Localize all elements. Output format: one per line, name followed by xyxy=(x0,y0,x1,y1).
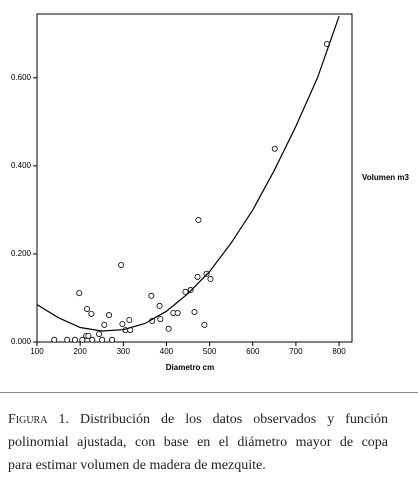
figure-label: Figura 1. xyxy=(8,412,69,427)
x-tick-label: 700 xyxy=(289,347,303,356)
data-point xyxy=(89,336,96,343)
caption: Figura 1. Distribución de los datos obse… xyxy=(8,408,388,477)
data-point xyxy=(174,309,181,316)
caption-line: Figura 1. Distribución de los datos obse… xyxy=(8,408,388,431)
data-point xyxy=(182,288,189,295)
data-point xyxy=(79,336,86,343)
data-point xyxy=(85,332,92,339)
y-axis-label: Volumen m3 xyxy=(362,173,410,182)
x-tick-label: 400 xyxy=(160,347,174,356)
data-point xyxy=(51,336,58,343)
data-point xyxy=(64,336,71,343)
x-tick-label: 200 xyxy=(73,347,87,356)
data-point xyxy=(88,310,95,317)
data-point xyxy=(119,320,126,327)
y-tick-label: 0.600 xyxy=(11,73,32,82)
y-tick-label: 0.400 xyxy=(11,161,32,170)
data-point xyxy=(194,273,201,280)
data-point xyxy=(203,270,210,277)
divider xyxy=(0,392,418,393)
plot-frame xyxy=(36,13,353,343)
data-point xyxy=(207,276,214,283)
y-tick-label: 0.200 xyxy=(11,249,32,258)
x-tick-label: 800 xyxy=(332,347,346,356)
data-point xyxy=(156,302,163,309)
data-point xyxy=(109,336,116,343)
data-point xyxy=(76,290,83,297)
data-point xyxy=(99,336,106,343)
y-tick-label: 0.000 xyxy=(11,337,32,346)
data-point xyxy=(165,325,172,332)
data-point xyxy=(126,316,133,323)
caption-text: Distribución de los datos observados y f… xyxy=(80,412,389,427)
x-tick-label: 300 xyxy=(117,347,131,356)
data-point xyxy=(71,336,78,343)
x-tick-label: 600 xyxy=(246,347,260,356)
x-axis-label: Diametro cm xyxy=(166,363,214,372)
data-point xyxy=(118,261,125,268)
data-point xyxy=(101,321,108,328)
caption-line: para estimar volumen de madera de mezqui… xyxy=(8,458,266,473)
chart: Diametro cm Volumen m3 0.000 0.200 0.400 0.… xyxy=(11,13,410,372)
data-point xyxy=(271,145,278,152)
data-point xyxy=(195,217,202,224)
fit-curve xyxy=(36,16,340,332)
data-point xyxy=(96,331,103,338)
data-point xyxy=(157,316,164,323)
x-tick-label: 100 xyxy=(30,347,44,356)
data-point xyxy=(84,305,91,312)
data-point xyxy=(187,287,194,294)
data-point xyxy=(191,309,198,316)
data-point xyxy=(201,321,208,328)
caption-line: polinomial ajustada, con base en el diám… xyxy=(8,435,388,450)
x-tick-label: 500 xyxy=(203,347,217,356)
data-point xyxy=(148,292,155,299)
data-point xyxy=(106,312,113,319)
